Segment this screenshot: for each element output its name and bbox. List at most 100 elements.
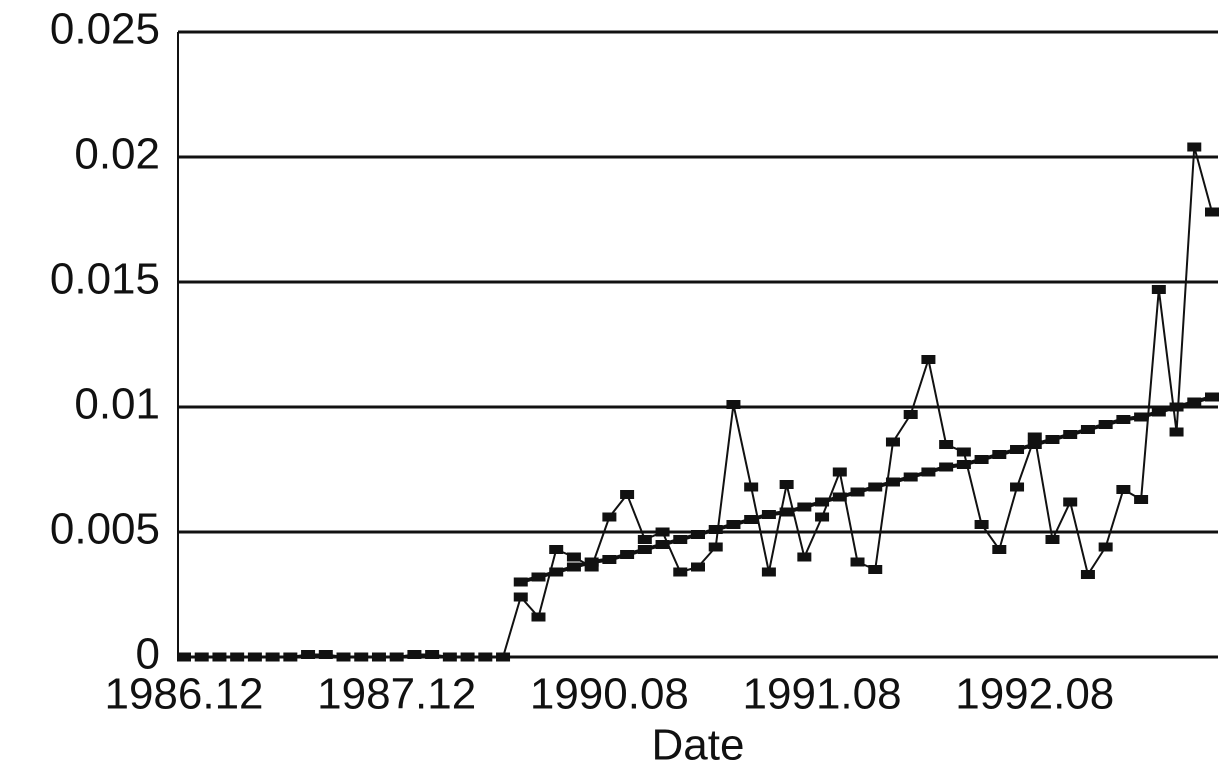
point-marker [442, 652, 457, 662]
point-marker [549, 545, 564, 554]
point-marker [566, 562, 581, 572]
y-tick-label: 0 [136, 630, 160, 679]
point-marker [1187, 142, 1202, 152]
point-marker [1027, 432, 1042, 442]
point-marker [460, 652, 475, 662]
x-tick-label: 1990.08 [530, 670, 689, 719]
point-marker [549, 567, 564, 577]
point-marker [708, 542, 723, 552]
point-marker [425, 650, 440, 659]
point-marker [921, 355, 936, 364]
point-marker [974, 455, 989, 464]
point-marker [177, 652, 191, 662]
point-marker [903, 410, 918, 419]
point-marker [531, 572, 546, 582]
point-marker [194, 652, 209, 662]
point-marker [1116, 415, 1131, 424]
point-marker [478, 652, 493, 662]
point-marker [1027, 440, 1042, 449]
point-marker [318, 650, 333, 659]
point-marker [301, 650, 316, 659]
y-tick-label: 0.005 [50, 505, 160, 554]
point-marker [921, 467, 936, 477]
point-marker [1187, 397, 1202, 407]
point-marker [956, 447, 971, 457]
point-marker [1098, 420, 1113, 429]
point-marker [1063, 497, 1078, 507]
point-marker [513, 592, 528, 602]
point-marker [283, 652, 298, 662]
point-marker [637, 535, 652, 544]
point-marker [673, 567, 688, 577]
point-marker [1169, 427, 1184, 437]
point-marker [1205, 392, 1219, 402]
point-marker [1063, 430, 1078, 439]
point-marker [265, 652, 280, 662]
point-marker [726, 520, 741, 529]
point-marker [1116, 485, 1131, 494]
point-marker [1151, 407, 1166, 417]
point-marker [708, 525, 723, 534]
point-marker [1169, 402, 1184, 412]
x-tick-label: 1991.08 [743, 670, 902, 719]
point-marker [903, 472, 918, 482]
point-marker [1134, 412, 1149, 422]
point-marker [885, 437, 900, 447]
x-tick-label: 1992.08 [955, 670, 1114, 719]
point-marker [655, 540, 670, 549]
x-axis-label: Date [652, 721, 745, 770]
point-marker [744, 482, 759, 492]
point-marker [371, 652, 386, 662]
point-marker [761, 567, 776, 577]
point-marker [620, 490, 635, 499]
point-marker [691, 530, 705, 539]
point-marker [1098, 542, 1113, 552]
y-tick-label: 0.025 [50, 5, 160, 54]
point-marker [868, 482, 883, 492]
point-marker [212, 652, 227, 662]
point-marker [744, 515, 759, 524]
point-marker [992, 545, 1007, 554]
point-marker [850, 557, 865, 567]
point-marker [868, 565, 883, 574]
series-line [184, 146, 1213, 658]
point-marker [726, 400, 741, 409]
point-marker [336, 652, 351, 662]
point-marker [1010, 445, 1025, 454]
point-marker [1080, 570, 1095, 579]
y-tick-label: 0.02 [74, 130, 160, 179]
point-marker [797, 502, 812, 512]
point-marker [620, 550, 635, 559]
x-tick-label: 1986.12 [104, 670, 263, 719]
point-marker [974, 520, 989, 529]
point-marker [885, 477, 900, 487]
series-line [520, 395, 1213, 584]
point-marker [496, 652, 511, 662]
point-marker [779, 480, 794, 489]
point-marker [1134, 495, 1149, 504]
x-tick-label: 1987.12 [317, 670, 476, 719]
point-marker [779, 507, 794, 517]
point-marker [939, 462, 954, 472]
point-marker [602, 512, 617, 522]
point-marker [584, 557, 599, 567]
point-marker [230, 652, 245, 662]
point-marker [637, 545, 652, 554]
point-marker [992, 450, 1007, 459]
point-marker [602, 555, 617, 564]
y-tick-label: 0.015 [50, 255, 160, 304]
point-marker [566, 552, 581, 562]
point-marker [815, 497, 830, 507]
point-marker [247, 652, 262, 662]
point-marker [584, 562, 599, 572]
point-marker [832, 467, 847, 477]
point-marker [1045, 435, 1060, 444]
point-marker [691, 562, 705, 572]
point-marker [956, 460, 971, 469]
point-marker [850, 487, 865, 497]
point-marker [513, 577, 528, 587]
point-marker [655, 527, 670, 537]
point-marker [407, 650, 422, 659]
point-marker [1010, 482, 1025, 492]
